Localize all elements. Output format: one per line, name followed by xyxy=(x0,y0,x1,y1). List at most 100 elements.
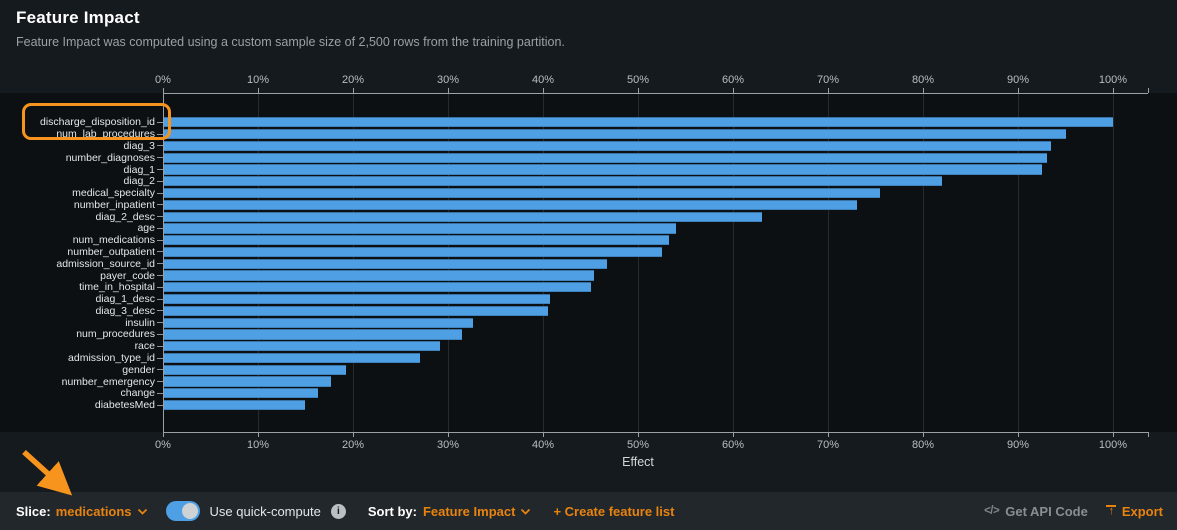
chevron-down-icon xyxy=(521,508,531,515)
feature-impact-bar[interactable] xyxy=(164,294,550,305)
axis-tick xyxy=(923,88,924,93)
axis-tick xyxy=(733,432,734,437)
y-tick-dash xyxy=(157,392,163,394)
highlight-box-annotation xyxy=(22,103,171,140)
slice-dropdown[interactable]: Slice: medications xyxy=(0,504,148,519)
y-category-label: diag_1 xyxy=(123,163,155,176)
axis-tick xyxy=(638,432,639,437)
sort-by-label: Sort by: xyxy=(367,503,417,519)
y-tick-dash xyxy=(157,298,163,300)
feature-impact-bar[interactable] xyxy=(164,270,595,281)
y-category-label: num_procedures xyxy=(76,328,155,341)
toggle-knob xyxy=(181,503,198,519)
x-tick-label: 60% xyxy=(721,439,745,451)
x-tick-label: 10% xyxy=(246,74,270,86)
x-tick-label: 50% xyxy=(626,439,650,451)
y-tick-dash xyxy=(157,204,163,206)
feature-impact-bar[interactable] xyxy=(164,329,463,340)
axis-tick xyxy=(543,88,544,93)
y-category-label: change xyxy=(120,387,155,400)
get-api-code-label: Get API Code xyxy=(1005,503,1088,519)
axis-tick xyxy=(1113,432,1114,437)
feature-impact-bar[interactable] xyxy=(164,258,607,269)
x-tick-label: 70% xyxy=(816,439,840,451)
chevron-down-icon xyxy=(137,508,147,515)
feature-impact-bar[interactable] xyxy=(164,388,318,399)
y-tick-dash xyxy=(157,239,163,241)
y-tick-dash xyxy=(157,333,163,335)
axis-tick xyxy=(543,432,544,437)
y-tick-dash xyxy=(157,286,163,288)
y-tick-dash xyxy=(157,180,163,182)
axis-tick xyxy=(733,88,734,93)
quick-compute-toggle[interactable] xyxy=(165,501,200,521)
y-tick-dash xyxy=(157,310,163,312)
feature-impact-bar[interactable] xyxy=(164,164,1042,175)
axis-tick xyxy=(638,88,639,93)
feature-impact-bar[interactable] xyxy=(164,176,942,187)
feature-impact-bar[interactable] xyxy=(164,140,1052,152)
export-button[interactable]: ↑ Export xyxy=(1106,504,1163,519)
y-category-label: num_medications xyxy=(72,234,155,247)
feature-impact-bar[interactable] xyxy=(164,211,762,222)
feature-impact-bar[interactable] xyxy=(164,352,420,364)
y-category-label: diabetesMed xyxy=(94,399,155,412)
axis-tick xyxy=(163,88,164,93)
feature-impact-bar[interactable] xyxy=(164,235,670,246)
y-category-label: medical_specialty xyxy=(72,187,155,200)
axis-tick xyxy=(448,88,449,93)
x-tick-label: 0% xyxy=(155,439,171,451)
x-tick-label: 30% xyxy=(436,74,460,86)
feature-impact-bar[interactable] xyxy=(164,317,473,328)
x-tick-label: 40% xyxy=(531,74,555,86)
y-category-label: age xyxy=(137,222,155,235)
feature-impact-bar[interactable] xyxy=(164,364,347,375)
axis-tick xyxy=(1018,432,1019,437)
axis-tick xyxy=(923,432,924,437)
chart-toolbar: Slice: medications Use quick-compute i S… xyxy=(0,492,1177,530)
feature-impact-bar[interactable] xyxy=(164,376,332,387)
y-tick-dash xyxy=(157,145,163,147)
y-category-label: time_in_hospital xyxy=(79,281,155,294)
info-icon[interactable]: i xyxy=(330,503,346,519)
y-category-label: diag_2 xyxy=(123,175,155,188)
x-tick-label: 20% xyxy=(341,439,365,451)
y-category-label: race xyxy=(134,340,155,353)
slice-value: medications xyxy=(55,503,132,519)
get-api-code-button[interactable]: </> Get API Code xyxy=(984,504,1088,519)
quick-compute-label: Use quick-compute xyxy=(209,503,321,519)
x-tick-label: 0% xyxy=(155,74,171,86)
feature-impact-bar[interactable] xyxy=(164,117,1113,128)
y-tick-dash xyxy=(157,381,163,383)
axis-tick xyxy=(258,432,259,437)
feature-impact-bar[interactable] xyxy=(164,305,548,316)
feature-impact-bar[interactable] xyxy=(164,400,305,411)
y-tick-dash xyxy=(157,169,163,171)
axis-tick xyxy=(353,88,354,93)
y-tick-dash xyxy=(157,263,163,265)
create-feature-list-button[interactable]: + Create feature list xyxy=(553,503,675,519)
slice-label: Slice: xyxy=(16,503,51,519)
axis-tick xyxy=(828,432,829,437)
feature-impact-bar[interactable] xyxy=(164,129,1066,140)
gridline xyxy=(638,93,639,432)
y-category-label: diag_2_desc xyxy=(95,210,155,223)
feature-impact-bar[interactable] xyxy=(164,199,857,210)
feature-impact-bar[interactable] xyxy=(164,187,881,199)
feature-impact-bar[interactable] xyxy=(164,341,441,352)
y-category-label: admission_type_id xyxy=(68,352,155,364)
export-label: Export xyxy=(1121,503,1163,519)
feature-impact-bar[interactable] xyxy=(164,223,676,234)
sort-by-dropdown[interactable]: Feature Impact xyxy=(423,504,531,519)
feature-impact-bar[interactable] xyxy=(164,282,591,293)
y-tick-dash xyxy=(157,357,163,359)
x-tick-label: 90% xyxy=(1006,74,1030,86)
feature-impact-bar[interactable] xyxy=(164,152,1047,163)
bottom-axis xyxy=(163,432,1148,433)
arrow-annotation xyxy=(22,449,73,496)
x-tick-label: 30% xyxy=(436,439,460,451)
gridline xyxy=(733,93,734,432)
axis-tick xyxy=(828,88,829,93)
y-category-label: insulin xyxy=(125,316,155,329)
feature-impact-bar[interactable] xyxy=(164,246,662,258)
